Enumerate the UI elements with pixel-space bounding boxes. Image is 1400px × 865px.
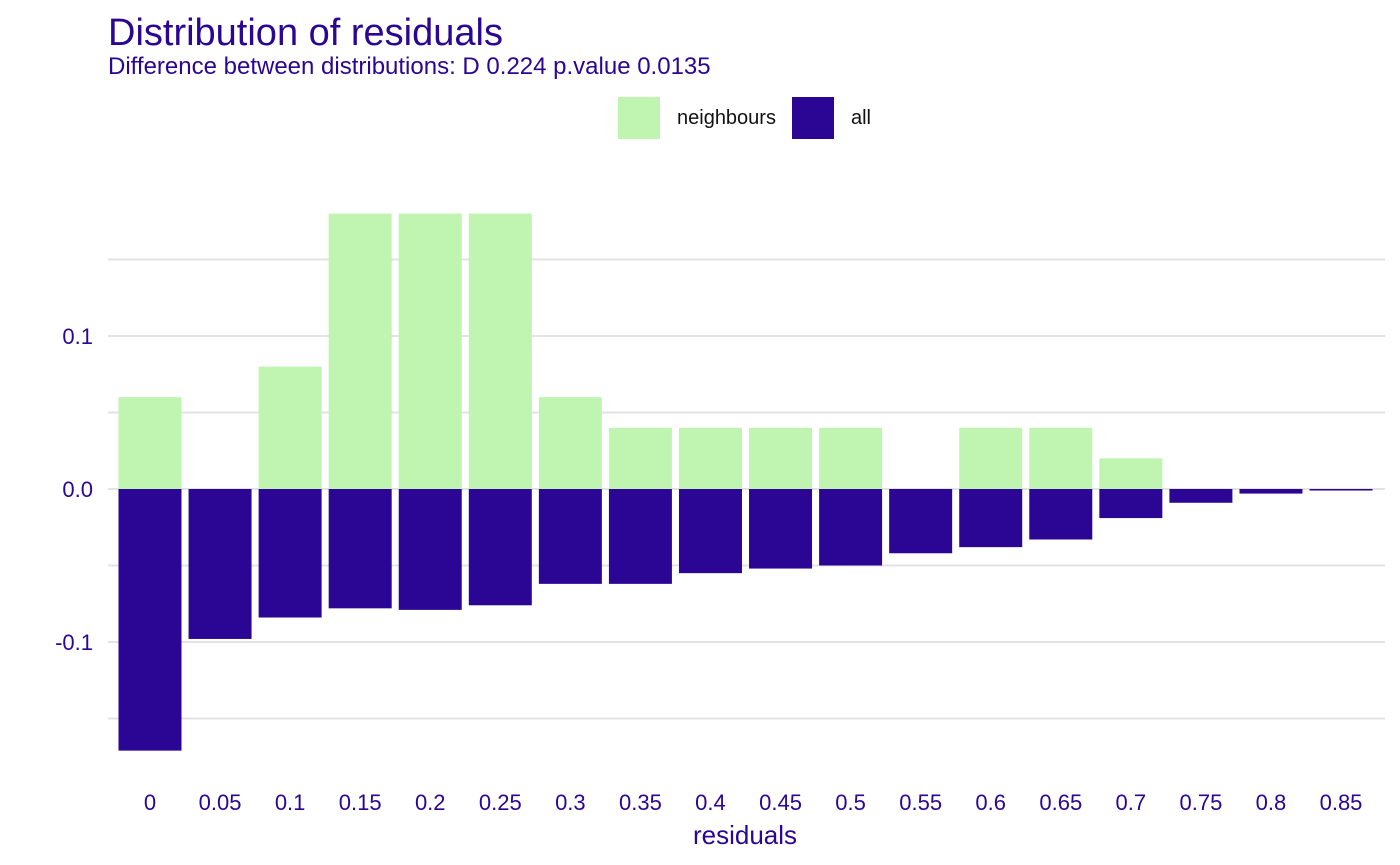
bar-all-0.15	[328, 489, 392, 609]
x-tick-label: 0.8	[1256, 790, 1287, 815]
x-tick-label: 0.05	[199, 790, 242, 815]
bar-neighbours-0.35	[608, 427, 672, 489]
legend-item-neighbours: neighbours	[618, 97, 776, 139]
bar-all-0.8	[1239, 489, 1303, 494]
bar-neighbours-0.25	[468, 213, 532, 489]
x-tick-label: 0.15	[339, 790, 382, 815]
bar-all-0.85	[1309, 489, 1373, 491]
bar-neighbours-0.2	[398, 213, 462, 489]
legend-item-all: all	[791, 97, 871, 139]
x-tick-label: 0.25	[479, 790, 522, 815]
x-tick-label: 0.3	[555, 790, 586, 815]
bar-all-0.75	[1169, 489, 1233, 503]
x-tick-label: 0.45	[759, 790, 802, 815]
bar-all-0.3	[538, 489, 602, 584]
bar-all-0.6	[959, 489, 1023, 548]
x-tick-label: 0.55	[899, 790, 942, 815]
x-tick-label: 0.75	[1179, 790, 1222, 815]
legend-label-neighbours: neighbours	[677, 106, 776, 129]
x-tick-label: 0.2	[415, 790, 446, 815]
bar-all-0.5	[819, 489, 883, 566]
x-tick-label: 0.1	[275, 790, 306, 815]
bar-all-0	[118, 489, 182, 751]
chart-subtitle: Difference between distributions: D 0.22…	[108, 53, 711, 80]
x-axis-title: residuals	[693, 820, 797, 850]
x-tick-label: 0.5	[835, 790, 866, 815]
bar-neighbours-0.4	[678, 427, 742, 489]
bar-all-0.65	[1029, 489, 1093, 540]
legend-swatch-all	[791, 97, 834, 139]
x-tick-label: 0	[144, 790, 156, 815]
bar-all-0.05	[188, 489, 252, 639]
x-tick-label: 0.85	[1320, 790, 1363, 815]
bar-all-0.45	[749, 489, 813, 569]
y-tick-labels: 0.1 0.0 -0.1	[55, 324, 93, 655]
bar-neighbours-0	[118, 397, 182, 489]
x-tick-labels: 0 0.05 0.1 0.15 0.2 0.25 0.3 0.35 0.4 0.45 0.5 0.55…	[144, 790, 1363, 815]
bar-all-0.2	[398, 489, 462, 610]
bars	[118, 213, 1373, 751]
bar-all-0.4	[678, 489, 742, 574]
y-tick-label: -0.1	[55, 630, 93, 655]
x-tick-label: 0.4	[695, 790, 726, 815]
x-tick-label: 0.6	[975, 790, 1006, 815]
bar-all-0.55	[889, 489, 953, 554]
x-tick-label: 0.65	[1039, 790, 1082, 815]
x-tick-label: 0.7	[1116, 790, 1147, 815]
bar-neighbours-0.6	[959, 427, 1023, 489]
bar-neighbours-0.5	[819, 427, 883, 489]
bar-neighbours-0.65	[1029, 427, 1093, 489]
bar-neighbours-0.3	[538, 397, 602, 489]
bar-neighbours-0.7	[1099, 458, 1163, 489]
x-tick-label: 0.35	[619, 790, 662, 815]
bar-all-0.25	[468, 489, 532, 606]
legend-label-all: all	[850, 106, 871, 129]
y-tick-label: 0.1	[62, 324, 93, 349]
bar-all-0.7	[1099, 489, 1163, 519]
y-tick-label: 0.0	[62, 477, 93, 502]
legend-swatch-neighbours	[618, 97, 660, 139]
bar-neighbours-0.1	[258, 366, 322, 489]
bar-neighbours-0.45	[749, 427, 813, 489]
chart-title: Distribution of residuals	[108, 12, 503, 54]
bar-all-0.35	[608, 489, 672, 584]
legend: neighbours all	[618, 97, 887, 139]
bar-neighbours-0.15	[328, 213, 392, 489]
bar-all-0.1	[258, 489, 322, 618]
